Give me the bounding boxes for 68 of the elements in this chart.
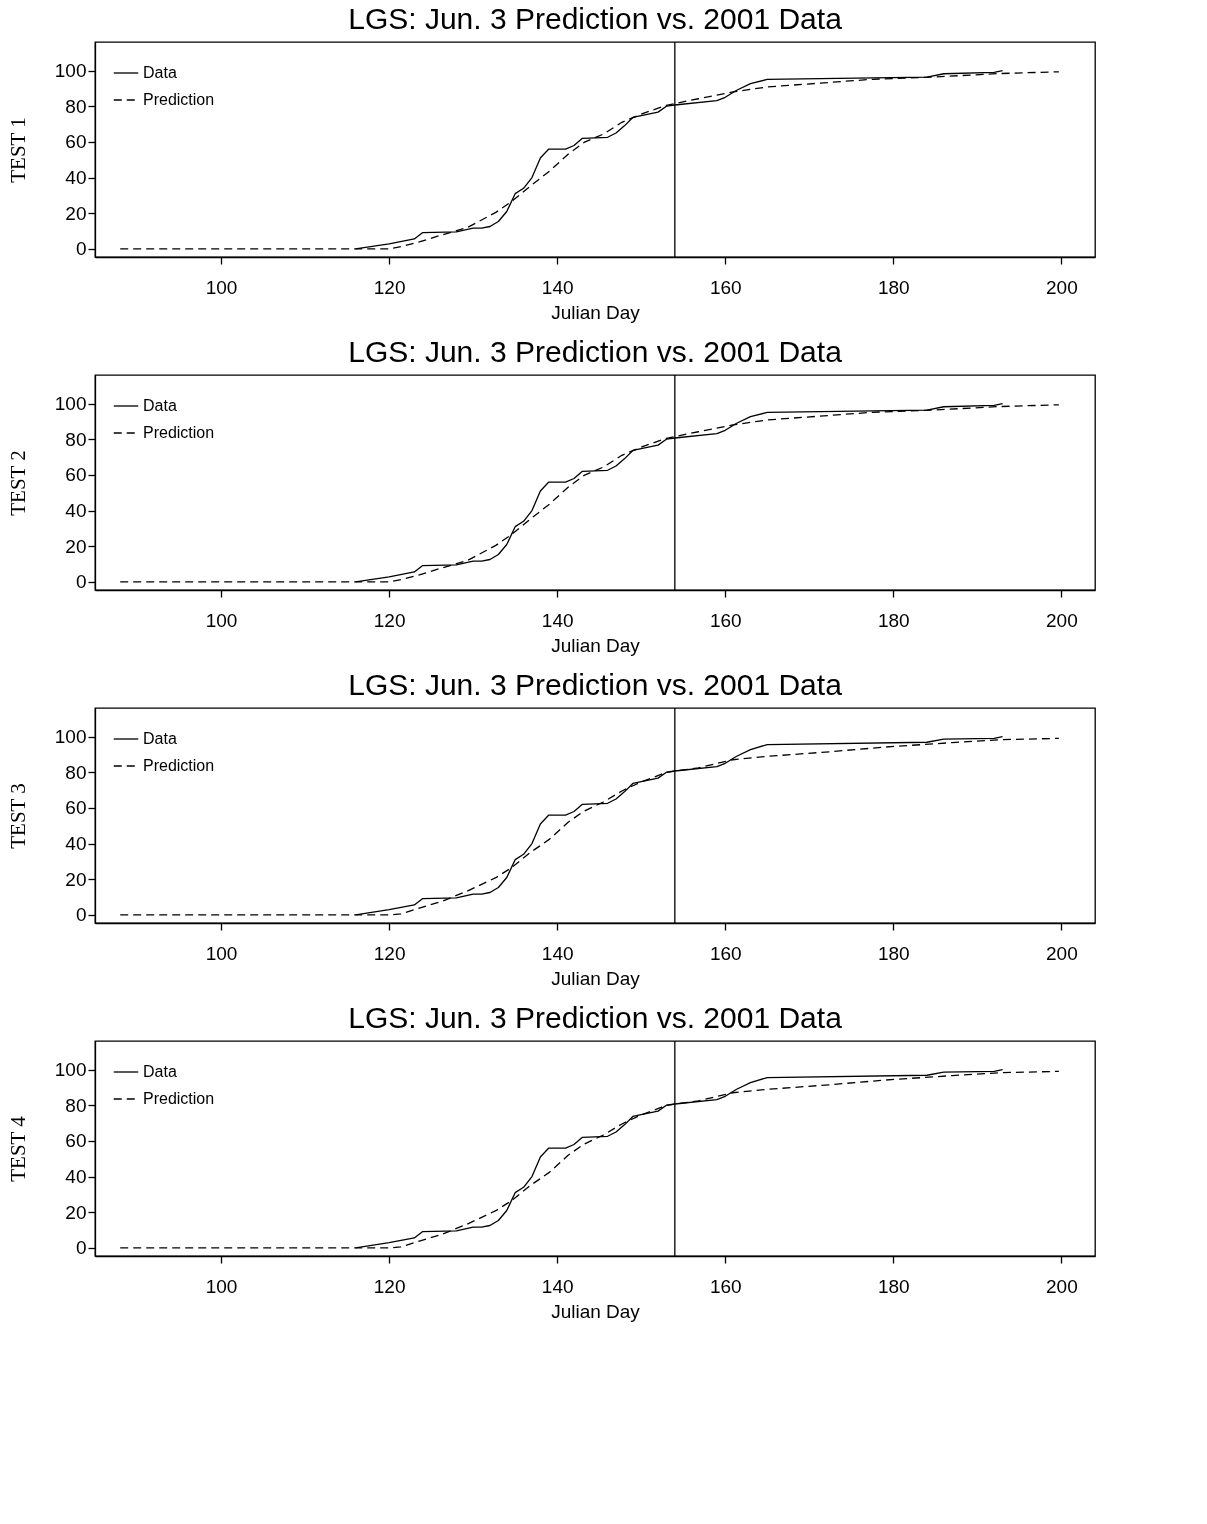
x-axis-title: Julian Day — [551, 1300, 641, 1322]
x-tick-label: 140 — [541, 1275, 574, 1297]
y-tick-label: 0 — [75, 1237, 87, 1259]
x-tick-label: 120 — [373, 609, 406, 631]
y-tick-label: 40 — [65, 833, 87, 855]
y-tick-label: 100 — [54, 60, 87, 82]
y-tick-label: 0 — [75, 904, 87, 926]
x-tick-label: 180 — [877, 276, 910, 298]
x-tick-label: 140 — [541, 609, 574, 631]
y-tick-label: 60 — [65, 464, 87, 486]
y-tick-label: 20 — [65, 1201, 87, 1223]
y-axis-title: TEST 4 — [5, 1115, 30, 1182]
x-tick-label: 120 — [373, 276, 406, 298]
legend-label: Data — [143, 64, 177, 81]
y-tick-label: 40 — [65, 167, 87, 189]
chart-title: LGS: Jun. 3 Prediction vs. 2001 Data — [348, 2, 843, 36]
x-tick-label: 100 — [205, 942, 238, 964]
x-tick-label: 180 — [877, 609, 910, 631]
y-tick-label: 20 — [65, 868, 87, 890]
x-tick-label: 100 — [205, 1275, 238, 1297]
y-tick-label: 40 — [65, 500, 87, 522]
x-tick-label: 180 — [877, 942, 910, 964]
legend-label: Data — [143, 397, 177, 414]
y-axis-title: TEST 3 — [5, 783, 30, 849]
x-tick-label: 140 — [541, 276, 574, 298]
legend-label: Prediction — [143, 424, 215, 441]
x-tick-label: 200 — [1046, 1275, 1078, 1297]
y-tick-label: 100 — [54, 726, 87, 748]
x-tick-label: 200 — [1046, 609, 1078, 631]
x-tick-label: 160 — [709, 942, 742, 964]
legend-label: Data — [143, 1063, 177, 1080]
x-tick-label: 160 — [709, 609, 742, 631]
y-tick-label: 60 — [65, 797, 87, 819]
x-axis-title: Julian Day — [551, 634, 641, 656]
y-tick-label: 80 — [65, 1094, 87, 1116]
chart-title: LGS: Jun. 3 Prediction vs. 2001 Data — [348, 335, 843, 369]
x-tick-label: 160 — [709, 1275, 742, 1297]
legend-label: Prediction — [143, 91, 215, 108]
x-tick-label: 140 — [541, 942, 574, 964]
y-tick-label: 20 — [65, 202, 87, 224]
legend-label: Prediction — [143, 757, 215, 774]
y-tick-label: 40 — [65, 1166, 87, 1188]
y-tick-label: 60 — [65, 131, 87, 153]
y-tick-label: 80 — [65, 95, 87, 117]
chart-title: LGS: Jun. 3 Prediction vs. 2001 Data — [348, 1001, 843, 1035]
x-tick-label: 120 — [373, 1275, 406, 1297]
x-axis-title: Julian Day — [551, 967, 641, 989]
x-tick-label: 120 — [373, 942, 406, 964]
y-tick-label: 100 — [54, 393, 87, 415]
x-tick-label: 100 — [205, 609, 238, 631]
x-axis-title: Julian Day — [551, 301, 641, 323]
y-tick-label: 80 — [65, 428, 87, 450]
x-tick-label: 100 — [205, 276, 238, 298]
x-tick-label: 200 — [1046, 942, 1078, 964]
y-tick-label: 0 — [75, 238, 87, 260]
y-tick-label: 60 — [65, 1130, 87, 1152]
y-axis-title: TEST 2 — [5, 450, 30, 516]
y-tick-label: 0 — [75, 571, 87, 593]
y-axis-title: TEST 1 — [5, 117, 30, 183]
y-tick-label: 20 — [65, 535, 87, 557]
x-tick-label: 160 — [709, 276, 742, 298]
x-tick-label: 200 — [1046, 276, 1078, 298]
chart-title: LGS: Jun. 3 Prediction vs. 2001 Data — [348, 668, 843, 702]
x-tick-label: 180 — [877, 1275, 910, 1297]
y-tick-label: 100 — [54, 1059, 87, 1081]
legend-label: Prediction — [143, 1090, 215, 1107]
y-tick-label: 80 — [65, 761, 87, 783]
legend-label: Data — [143, 730, 177, 747]
